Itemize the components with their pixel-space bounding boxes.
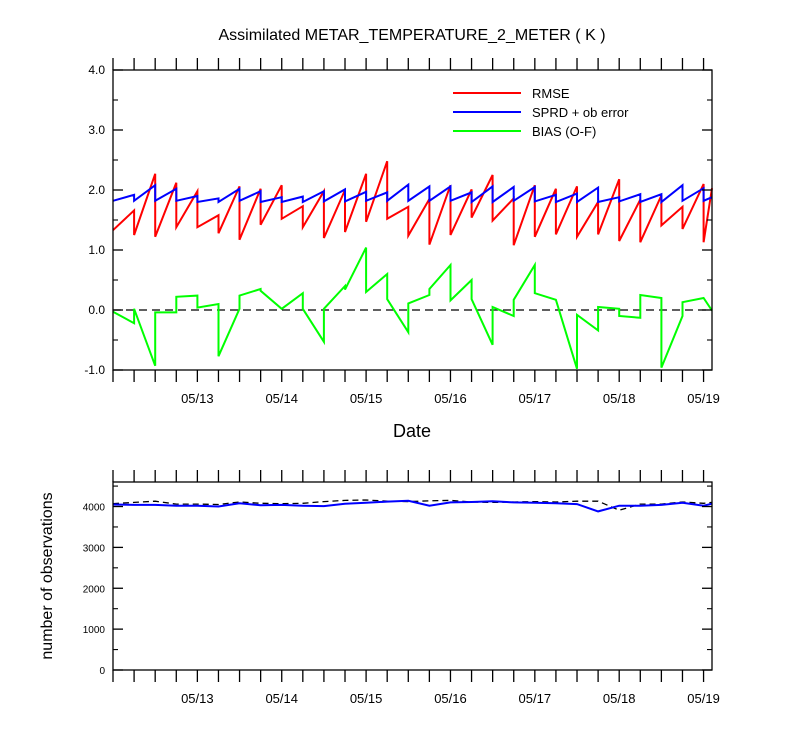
- x-tick-label: 05/15: [350, 691, 383, 706]
- x-tick-label: 05/19: [687, 691, 720, 706]
- plot-frame-bottom: [112, 481, 713, 671]
- x-tick-label: 05/17: [519, 391, 552, 406]
- bottom-chart-series: [112, 499, 713, 513]
- y-tick-label: 3.0: [88, 123, 105, 137]
- x-tick-label: 05/14: [265, 691, 298, 706]
- y-tick-label: 2000: [83, 584, 106, 595]
- legend-label: SPRD + ob error: [532, 105, 629, 120]
- series-line-sprd-ob-error: [112, 182, 713, 205]
- y-tick-label: 1000: [83, 625, 106, 636]
- y-tick-label: 0: [99, 666, 105, 677]
- y-tick-label: 4.0: [88, 63, 105, 77]
- x-tick-label: 05/15: [350, 391, 383, 406]
- chart-title: Assimilated METAR_TEMPERATURE_2_METER ( …: [218, 27, 605, 44]
- x-tick-label: 05/16: [434, 391, 467, 406]
- x-tick-label: 05/17: [519, 691, 552, 706]
- legend-label: RMSE: [532, 86, 570, 101]
- y-tick-label: 2.0: [88, 183, 105, 197]
- x-tick-label: 05/13: [181, 391, 214, 406]
- y-tick-label: 4000: [83, 503, 106, 514]
- series-line-assimilated: [112, 499, 713, 513]
- series-line-bias-o-f: [112, 247, 713, 370]
- bottom-chart-ticks: 0 1000 2000 3000 4000 05/13 05/14 05/15 05/16 05/…: [83, 470, 720, 706]
- legend-label: BIAS (O-F): [532, 124, 596, 139]
- x-tick-label: 05/14: [265, 391, 298, 406]
- top-chart: Assimilated METAR_TEMPERATURE_2_METER ( …: [84, 27, 720, 441]
- x-axis-label: Date: [393, 421, 431, 441]
- y-tick-label: -1.0: [84, 363, 105, 377]
- bottom-chart: 0 1000 2000 3000 4000 05/13 05/14 05/15 05/16 05/…: [39, 470, 720, 706]
- x-tick-label: 05/16: [434, 691, 467, 706]
- x-tick-label: 05/13: [181, 691, 214, 706]
- y-tick-label: 1.0: [88, 243, 105, 257]
- y-tick-label: 0.0: [88, 303, 105, 317]
- legend: RMSE SPRD + ob error BIAS (O-F): [453, 86, 629, 139]
- x-tick-label: 05/18: [603, 391, 636, 406]
- top-chart-series: [112, 160, 713, 370]
- x-tick-label: 05/18: [603, 691, 636, 706]
- series-line-rmse: [112, 160, 713, 246]
- top-chart-ticks: -1.0 0.0 1.0 2.0 3.0 4.0 05/13 05/14 05/15 05/16 0…: [84, 58, 720, 406]
- x-tick-label: 05/19: [687, 391, 720, 406]
- y-tick-label: 3000: [83, 543, 106, 554]
- series-line-possible: [112, 499, 713, 511]
- y-axis-label: number of observations: [39, 492, 56, 659]
